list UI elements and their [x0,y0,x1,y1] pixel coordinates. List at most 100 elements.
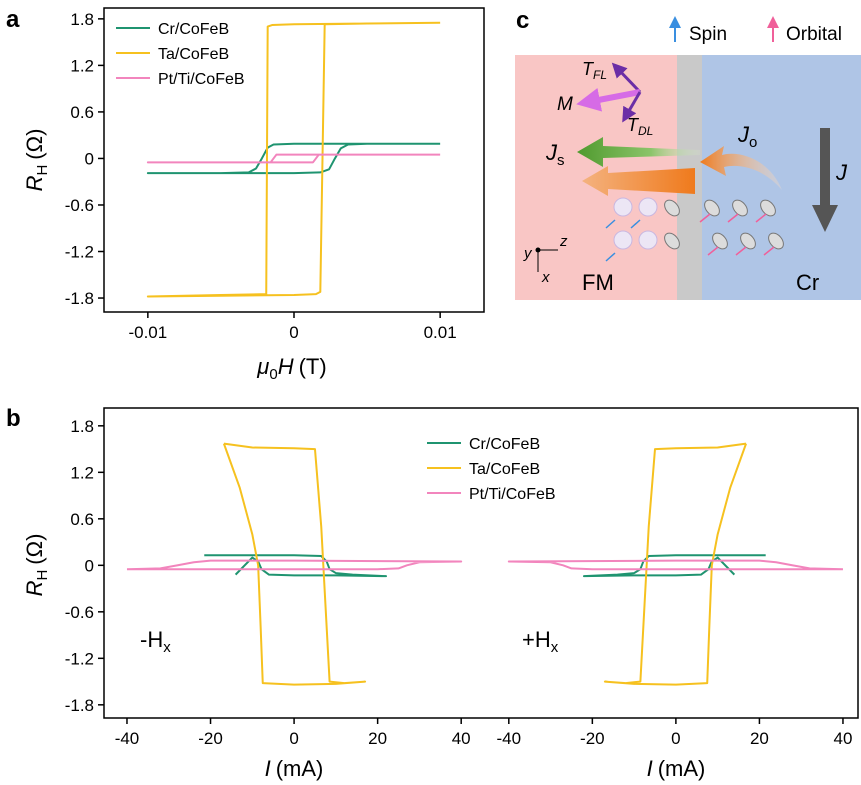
annotation: +Hx [522,627,559,656]
orbital [664,232,680,250]
x-label-main: I [265,756,271,781]
orbital-moment [763,246,775,256]
x-tick-label: -0.01 [128,323,167,342]
x-label-unit: (mA) [276,756,324,781]
annotation-sub: x [551,639,559,656]
particle [638,197,658,217]
charge-current-label: J [835,160,848,185]
axis-label: y [523,245,533,262]
magnetization-arrow [576,87,641,112]
spin [605,219,616,229]
plot-frame [103,407,859,719]
orbital [740,232,756,250]
x-tick-label: 20 [750,729,769,748]
legend-label: Cr/CoFeB [469,436,540,453]
coordinate-axes: y z x [523,233,568,286]
y-tick-label: 1.8 [70,10,94,29]
legend-spin: Spin [689,24,727,45]
orbital [768,232,784,250]
y-label-unit: (Ω) [22,534,47,565]
y-tick-label: 0.6 [70,510,94,529]
y-tick-label: -1.2 [65,649,94,668]
y-tick-label: 1.2 [70,56,94,75]
cr-layer [700,55,861,300]
spin [605,252,616,262]
x-tick-label: 40 [834,729,853,748]
annotation-main: -H [140,627,163,652]
x-tick-label: 20 [368,729,387,748]
y-label-symbol: R [22,580,47,596]
axis-label: z [559,233,568,250]
annotation-main: +H [522,627,551,652]
annotation-sub: x [163,639,171,656]
x-tick-label: 0 [289,323,298,342]
orbital-moment [699,213,711,223]
data-line [222,442,367,686]
x-label-unit: (mA) [658,756,706,781]
x-label-symbol: μ [256,354,269,379]
label-main: T [627,115,640,135]
label-sub: FL [593,68,607,82]
x-tick-label: -40 [115,729,140,748]
legend-label: Cr/CoFeB [158,21,229,38]
data-line [126,559,463,571]
particle [638,230,658,250]
legend-label: Pt/Ti/CoFeB [469,486,556,503]
torque-fl-label: TFL [582,59,607,82]
orbital-particles [664,199,784,256]
data-line [146,153,441,164]
annotation: -Hx [140,627,171,656]
x-tick-label: 40 [452,729,471,748]
legend-label: Ta/CoFeB [469,461,540,478]
panel-label: b [6,405,21,432]
torque-dl-arrow [622,91,642,123]
x-tick-label: -20 [198,729,223,748]
data-line [204,554,387,578]
label-sub: DL [638,124,653,138]
label-sub: s [557,152,565,169]
y-label-sub: H [34,570,51,581]
y-label-sub: H [34,165,51,176]
axis-label: x [541,269,550,286]
y-label-unit: (Ω) [22,129,47,160]
spin [630,219,641,229]
cr-label: Cr [796,270,819,295]
y-axis-label: RH (Ω) [22,534,51,597]
spin-current-label: Js [545,140,565,169]
orbital [704,199,720,217]
y-tick-label: -1.2 [65,243,94,262]
label-main: J [737,122,750,147]
legend-orbital: Orbital [786,24,842,45]
orbital [664,199,680,217]
particle [613,230,633,250]
y-tick-label: 1.8 [70,417,94,436]
x-tick-label: -20 [580,729,605,748]
x-label-sub: 0 [269,366,277,383]
y-tick-label: -1.8 [65,696,94,715]
orbital-current-label: Jo [737,122,757,151]
x-tick-label: 0 [671,729,680,748]
y-tick-label: 0 [85,149,94,168]
spin-particles [605,197,658,262]
label-sub: o [749,134,757,151]
data-line [603,442,748,686]
charge-current-arrow [812,128,838,232]
x-tick-label: -40 [497,729,522,748]
torque-dl-label: TDL [627,115,653,138]
orbital-current-arrow [700,146,782,190]
orbital-moment [707,246,719,256]
y-tick-label: 0.6 [70,103,94,122]
y-tick-label: 1.2 [70,463,94,482]
orbital-moment [727,213,739,223]
data-line [146,142,441,175]
y-tick-label: 0 [85,556,94,575]
orbital-injection-arrow [582,166,695,196]
x-label-main: I [647,756,653,781]
x-label-unit: (T) [299,354,327,379]
ferromagnet-label: FM [582,270,614,295]
orbital [760,199,776,217]
label-main: J [545,140,558,165]
diagram: c Spin Orbital TFL M TDL Js Jo J [515,7,861,300]
orbital [732,199,748,217]
